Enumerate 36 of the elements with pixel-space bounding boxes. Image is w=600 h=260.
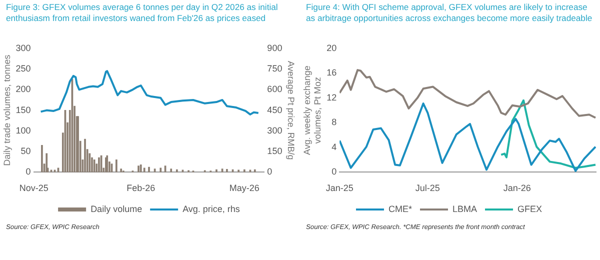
y-axis-title: Avg. weekly exchange volumes, Pt Moz [302, 66, 323, 155]
y-tick-label: 20 [326, 42, 337, 53]
y-tick-label: 50 [20, 146, 31, 156]
y-tick-label: 16 [326, 68, 337, 78]
chart-title: Figure 4: With QFI scheme approval, GFEX volumes are likely to increase as arbitrage opportunities across exchanges become more easily tradeable [305, 1, 594, 25]
x-tick-label: Jan-26 [503, 183, 531, 194]
legend-label: Daily volume [90, 204, 142, 214]
x-tick-label: May-26 [229, 183, 260, 194]
y-tick-label: 200 [16, 84, 31, 94]
legend-label: LBMA [452, 204, 478, 214]
x-tick-label: Jul-25 [415, 183, 440, 194]
x-tick-label: Jan-25 [326, 183, 354, 194]
x-tick-label: Nov-25 [19, 183, 48, 194]
legend-label: GFEX [518, 204, 542, 214]
y-tick-label: 12 [326, 92, 337, 102]
y2-tick-label: 450 [267, 104, 282, 115]
x-tick-label: Feb-26 [126, 183, 156, 194]
y2-tick-label: 300 [267, 125, 282, 136]
y2-tick-label: 900 [267, 42, 282, 53]
y2-tick-label: 600 [267, 84, 282, 94]
y-tick-label: 8 [332, 117, 337, 128]
y-tick-label: 150 [16, 104, 31, 115]
y-tick-label: 0 [26, 166, 31, 177]
y2-tick-label: 750 [267, 64, 282, 74]
y-tick-label: 4 [332, 142, 337, 152]
y-tick-label: 300 [16, 42, 31, 53]
y2-tick-label: 0 [267, 166, 272, 177]
y-tick-label: 0 [332, 166, 337, 177]
y-axis-title: Daily trade volumes, tonnes [2, 54, 12, 166]
y-tick-label: 250 [16, 64, 31, 74]
legend-label: Avg. price, rhs [182, 204, 240, 214]
y-tick-label: 100 [16, 125, 31, 136]
y2-tick-label: 150 [267, 146, 282, 156]
chart-title: Figure 3: GFEX volumes average 6 tonnes per day in Q2 2026 as initial enthusiasm from retail investors waned from Feb'26 as prices eased [5, 1, 279, 25]
y2-axis-title: Average Pt price, RMB/g [286, 60, 296, 160]
legend-label: CME* [388, 204, 412, 214]
